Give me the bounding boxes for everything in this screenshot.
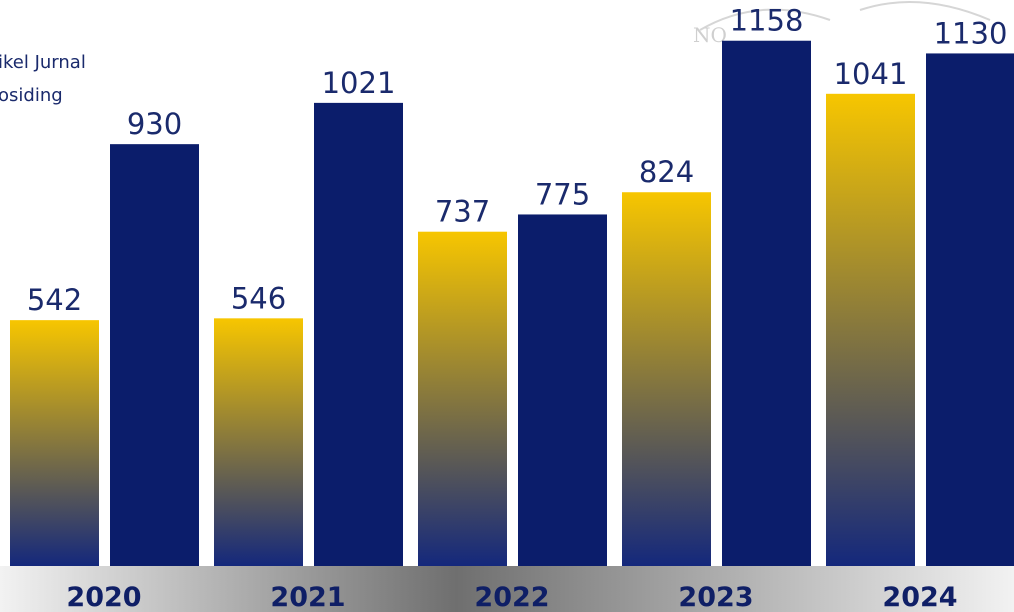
year-label-2024: 2024 <box>882 582 957 612</box>
year-label-2020: 2020 <box>66 582 141 612</box>
university-seal-watermark: NO <box>693 1 991 47</box>
value-label-proceeding-2024: 1130 <box>934 16 1008 50</box>
year-label-2023: 2023 <box>678 582 753 612</box>
year-label-2021: 2021 <box>270 582 345 612</box>
value-label-journal-2024: 1041 <box>834 57 908 91</box>
bar-journal-2020 <box>10 320 99 566</box>
bar-journal-2024 <box>826 93 915 566</box>
bar-journal-2021 <box>214 318 303 566</box>
value-label-proceeding-2023: 1158 <box>730 4 804 38</box>
legend: ikel Jurnal osiding <box>0 52 86 106</box>
value-label-journal-2021: 546 <box>231 281 286 315</box>
bar-proceeding-2024 <box>926 53 1014 566</box>
legend-journal-label: ikel Jurnal <box>0 52 86 73</box>
legend-proceeding-label: osiding <box>0 85 63 106</box>
bar-journal-2023 <box>622 192 711 567</box>
bar-journal-2022 <box>418 231 507 567</box>
year-label-2022: 2022 <box>474 582 549 612</box>
bar-proceeding-2022 <box>518 214 607 566</box>
seal-text: NO <box>693 23 727 47</box>
value-label-journal-2020: 542 <box>27 283 82 317</box>
value-labels-layer: 542 930 546 1021 737 775 824 1158 1041 1130 <box>27 4 1008 317</box>
bar-proceeding-2021 <box>314 102 403 567</box>
year-labels-layer: 2020 2021 2022 2023 2024 <box>66 582 957 612</box>
value-label-proceeding-2021: 1021 <box>322 66 396 100</box>
footer-band <box>0 566 1014 612</box>
bar-proceeding-2023 <box>722 40 811 566</box>
bar-proceeding-2020 <box>110 144 199 567</box>
value-label-proceeding-2020: 930 <box>127 107 182 141</box>
bars-layer <box>10 40 1014 567</box>
value-label-journal-2023: 824 <box>639 155 694 189</box>
value-label-journal-2022: 737 <box>435 195 490 229</box>
value-label-proceeding-2022: 775 <box>535 177 590 211</box>
